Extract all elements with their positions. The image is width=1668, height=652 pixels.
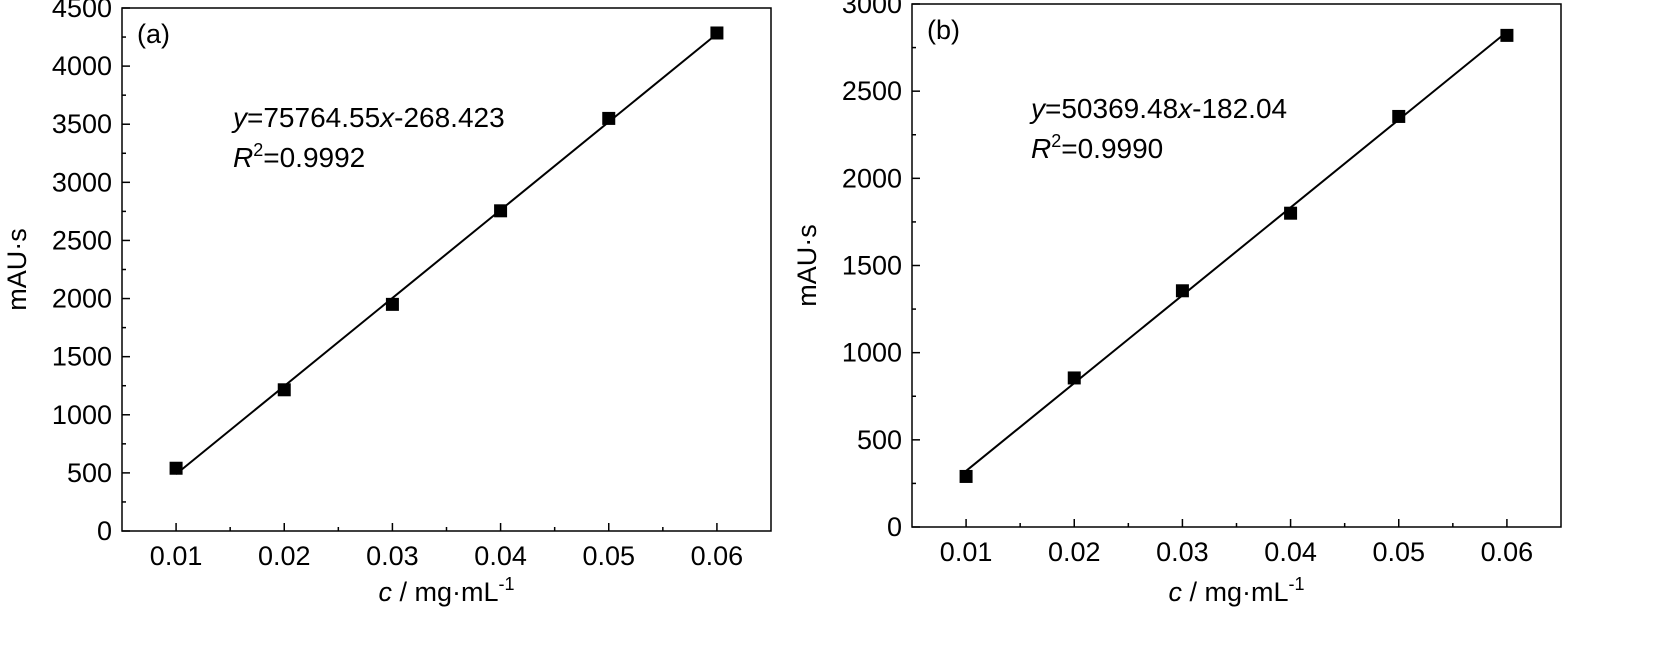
data-point [1067,371,1081,385]
y-tick-label: 3000 [842,0,902,19]
panel-label: (a) [137,19,170,49]
y-tick-label: 2000 [52,284,112,314]
data-point [959,469,973,483]
x-axis-var: c [378,577,392,607]
data-point [169,461,183,475]
y-tick-label: 3000 [52,167,112,197]
r2-symbol: R [233,142,253,173]
x-tick-label: 0.04 [474,541,527,571]
data-point [385,297,399,311]
eq-y-var: y [1029,93,1047,124]
eq-slope: =50369.48 [1045,93,1178,124]
r-squared: R2=0.9990 [1031,131,1163,164]
x-axis-unit-exponent: -1 [1289,574,1305,594]
data-point [1175,284,1189,298]
x-tick-label: 0.02 [258,541,311,571]
data-point [710,26,724,40]
eq-x-var: x [1176,93,1193,124]
eq-slope: =75764.55 [247,102,380,133]
y-tick-label: 2500 [842,76,902,106]
x-axis-title: c / mg·mL-1 [378,574,514,607]
data-point [277,383,291,397]
x-axis-unit: / mg·mL [1182,577,1289,607]
y-axis-title: mAU·s [792,224,822,307]
plot-frame [911,3,1562,528]
data-point [1392,109,1406,123]
y-tick-label: 2000 [842,163,902,193]
panel-label: (b) [927,15,960,45]
r2-value: =0.9990 [1061,133,1163,164]
x-tick-label: 0.06 [1481,537,1534,567]
fit-line [965,31,1508,472]
y-tick-label: 1000 [842,338,902,368]
eq-y-var: y [231,102,249,133]
y-tick-label: 4500 [52,0,112,23]
fit-equation: y=75764.55x-268.423 [231,102,505,133]
x-tick-label: 0.03 [366,541,419,571]
data-point [1284,206,1298,220]
y-tick-label: 4000 [52,51,112,81]
y-tick-label: 1000 [52,400,112,430]
y-tick-label: 2500 [52,225,112,255]
y-tick-label: 0 [887,512,902,542]
x-tick-label: 0.05 [582,541,635,571]
x-tick-label: 0.05 [1372,537,1425,567]
y-tick-label: 1500 [842,251,902,281]
y-tick-label: 0 [97,516,112,546]
x-tick-label: 0.04 [1264,537,1317,567]
chart-panel-a: 0.01 0.02 0.03 0.04 0.05 0.06 0 500 1000 1500 2000… [2,0,772,607]
x-axis-var: c [1168,577,1182,607]
y-tick-label: 3500 [52,109,112,139]
r2-superscript: 2 [253,140,263,160]
x-tick-label: 0.02 [1048,537,1101,567]
r2-value: =0.9992 [263,142,365,173]
data-point [602,111,616,125]
r2-symbol: R [1031,133,1051,164]
r-squared: R2=0.9992 [233,140,365,173]
eq-x-var: x [378,102,395,133]
x-tick-label: 0.06 [691,541,744,571]
x-axis-unit: / mg·mL [392,577,499,607]
plot-frame [121,7,772,532]
x-axis-title: c / mg·mL-1 [1168,574,1304,607]
x-tick-label: 0.01 [150,541,203,571]
y-tick-label: 1500 [52,342,112,372]
fit-equation: y=50369.48x-182.04 [1029,93,1287,124]
data-point [1500,28,1514,42]
x-tick-label: 0.01 [940,537,993,567]
y-tick-label: 500 [857,425,902,455]
fit-line [175,33,718,475]
x-tick-label: 0.03 [1156,537,1209,567]
data-point [494,204,508,218]
r2-superscript: 2 [1051,131,1061,151]
chart-panel-b: 0.01 0.02 0.03 0.04 0.05 0.06 0 500 1000 1500 2000… [792,0,1562,607]
x-axis-unit-exponent: -1 [499,574,515,594]
eq-intercept: -182.04 [1192,93,1287,124]
eq-intercept: -268.423 [394,102,505,133]
y-axis-title: mAU·s [2,228,32,311]
y-tick-label: 500 [67,458,112,488]
